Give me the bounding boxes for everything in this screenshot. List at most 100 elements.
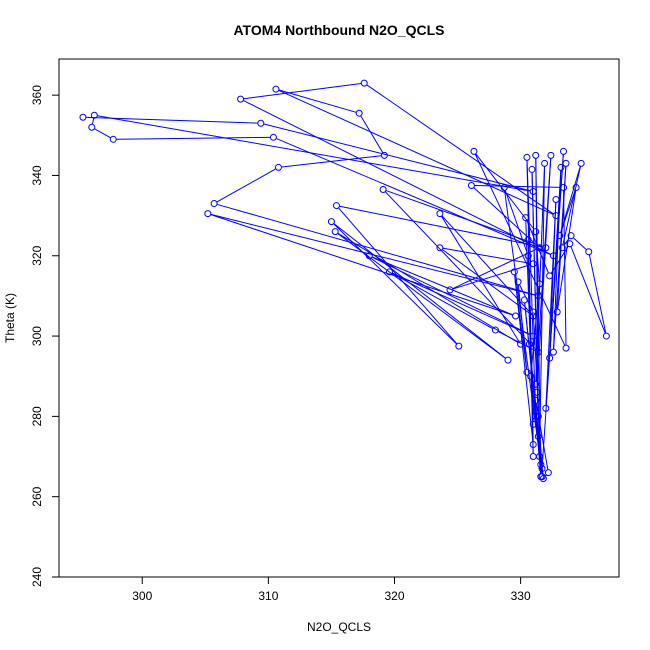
data-point <box>332 202 340 210</box>
series-segment <box>276 138 551 255</box>
data-point <box>566 240 574 248</box>
data-point <box>360 79 368 87</box>
data-point <box>585 248 593 256</box>
data-point <box>532 412 540 420</box>
data-point <box>512 312 520 320</box>
series-segment <box>452 264 531 290</box>
data-point <box>536 453 544 461</box>
data-point <box>537 461 545 469</box>
data-point <box>547 151 555 159</box>
data-point <box>523 153 531 161</box>
y-tick-label: 360 <box>30 85 44 105</box>
data-point <box>560 147 568 155</box>
data-point <box>524 252 532 260</box>
data-point <box>446 286 454 294</box>
data-point <box>602 332 610 340</box>
series-segment <box>385 190 544 248</box>
data-point <box>529 420 537 428</box>
data-point <box>562 159 570 167</box>
series-segment <box>526 220 549 274</box>
data-point <box>327 218 335 226</box>
series-segment <box>243 100 551 255</box>
series-segment <box>573 237 587 250</box>
data-point <box>517 340 525 348</box>
data-point <box>529 440 537 448</box>
data-point <box>210 200 218 208</box>
series-segment <box>243 83 362 100</box>
data-point <box>436 244 444 252</box>
y-tick-label: 300 <box>30 326 44 346</box>
data-point <box>529 312 537 320</box>
data-point <box>79 113 87 121</box>
data-point <box>204 210 212 218</box>
x-tick-label: 300 <box>132 589 152 603</box>
series-segment <box>549 170 562 355</box>
series-segment <box>281 155 382 168</box>
data-point <box>436 210 444 218</box>
y-tick-label: 280 <box>30 406 44 426</box>
data-point <box>467 181 475 189</box>
series-segment <box>360 115 384 153</box>
data-point <box>269 133 277 141</box>
series-segment <box>337 233 506 359</box>
series-segment <box>557 190 577 309</box>
data-point <box>520 296 528 304</box>
data-point <box>237 95 245 103</box>
series-segment <box>372 256 513 316</box>
data-point <box>90 111 98 119</box>
series-0 <box>79 79 610 483</box>
data-point <box>528 165 536 173</box>
data-point <box>534 292 542 300</box>
data-point <box>380 151 388 159</box>
series-segment <box>263 123 531 192</box>
series-segment <box>517 284 528 370</box>
data-point <box>534 412 542 420</box>
data-point <box>567 232 575 240</box>
data-point <box>331 228 339 236</box>
series-segment <box>514 274 528 370</box>
data-point <box>88 123 96 131</box>
data-point <box>539 475 547 483</box>
data-point <box>541 159 549 167</box>
series-segment <box>474 185 561 188</box>
series-segment <box>333 223 457 345</box>
data-point <box>274 163 282 171</box>
data-point <box>557 163 565 171</box>
data-point <box>577 159 585 167</box>
series-segment <box>366 84 554 215</box>
x-axis: 300 310 320 330 <box>132 577 531 603</box>
data-point <box>532 396 540 404</box>
series-segment <box>504 190 528 253</box>
data-point <box>533 388 541 396</box>
data-point <box>527 372 535 380</box>
data-point <box>500 183 508 191</box>
data-point <box>538 465 546 473</box>
data-point <box>532 228 540 236</box>
y-tick-label: 260 <box>30 486 44 506</box>
data-point <box>552 196 560 204</box>
data-point <box>109 135 117 143</box>
data-point <box>355 109 363 117</box>
data-point <box>529 260 537 268</box>
x-axis-label: N2O_QCLS <box>307 620 371 634</box>
data-point <box>514 278 522 286</box>
data-point <box>525 340 533 348</box>
x-tick-label: 310 <box>258 589 278 603</box>
data-point <box>524 236 532 244</box>
series-segment <box>588 254 607 334</box>
series-segment <box>526 160 537 414</box>
series-segment <box>441 215 532 314</box>
y-tick-label: 320 <box>30 245 44 265</box>
plot-frame <box>58 58 620 578</box>
data-point <box>546 272 554 280</box>
series-segment <box>333 223 506 359</box>
data-point <box>504 356 512 364</box>
series-segment <box>527 242 534 442</box>
data-point <box>558 244 566 252</box>
series-segment <box>563 237 570 246</box>
y-tick-label: 240 <box>30 567 44 587</box>
series-segment <box>442 249 531 315</box>
data-point <box>491 326 499 334</box>
